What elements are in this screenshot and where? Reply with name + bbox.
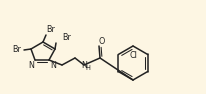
Text: O: O	[98, 38, 105, 47]
Text: N: N	[28, 61, 34, 70]
Text: Br: Br	[62, 33, 71, 42]
Text: Br: Br	[13, 45, 21, 55]
Text: Cl: Cl	[128, 50, 136, 60]
Text: Br: Br	[46, 25, 55, 34]
Text: H: H	[85, 65, 90, 71]
Text: N: N	[81, 61, 87, 70]
Text: N: N	[50, 61, 56, 70]
